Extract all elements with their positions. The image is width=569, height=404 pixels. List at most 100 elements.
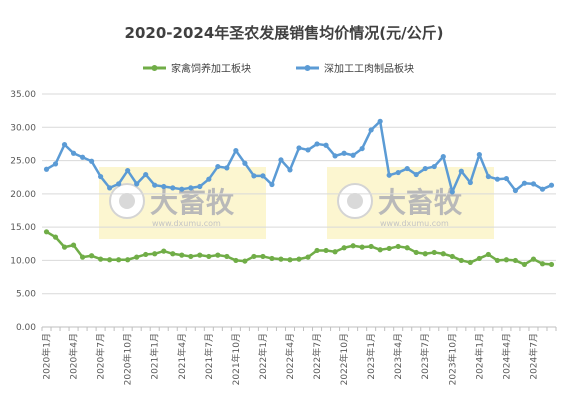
data-point (170, 251, 176, 257)
x-tick-label: 2023年1月 (365, 333, 377, 380)
data-point (251, 253, 257, 260)
chart-title: 2020-2024年圣农发展销售均价情况(元/公斤) (125, 24, 444, 42)
data-point (548, 261, 555, 268)
data-point (197, 252, 203, 258)
x-tick-label: 2021年4月 (176, 333, 188, 380)
x-tick-label: 2020年10月 (122, 333, 134, 385)
data-point (125, 257, 131, 263)
data-point (350, 243, 356, 249)
data-point (512, 187, 519, 194)
data-point (386, 172, 392, 178)
data-point (79, 154, 86, 160)
data-point (251, 173, 257, 179)
y-tick-label: 30.00 (10, 123, 36, 133)
data-point (143, 251, 149, 258)
watermark-logo-inner-icon (347, 193, 363, 209)
data-point (143, 171, 149, 178)
data-point (188, 185, 194, 191)
data-point (125, 167, 131, 174)
legend-label-processed: 深加工工肉制品板块 (324, 62, 414, 75)
data-point (116, 257, 122, 263)
data-point (323, 247, 329, 254)
data-point (503, 175, 509, 182)
data-point (269, 255, 275, 262)
data-point (242, 258, 248, 264)
series-poultry (43, 229, 555, 268)
data-point (296, 145, 302, 151)
data-point (485, 173, 491, 180)
data-point (152, 251, 158, 257)
data-point (422, 165, 428, 172)
data-point (359, 244, 365, 250)
data-point (314, 247, 320, 254)
x-tick-label: 2023年4月 (392, 333, 404, 380)
data-point (43, 229, 50, 235)
data-point (52, 234, 59, 240)
y-tick-label: 15.00 (10, 223, 36, 233)
data-point (530, 256, 537, 262)
watermark-right: 大畜牧 www.dxumu.com (327, 167, 494, 239)
y-tick-label: 20.00 (10, 190, 36, 200)
data-point (305, 147, 311, 153)
x-tick-label: 2023年10月 (446, 333, 458, 385)
data-point (467, 259, 473, 266)
data-point (458, 257, 464, 264)
x-tick-label: 2021年10月 (230, 333, 242, 385)
data-point (548, 182, 555, 188)
data-point (134, 181, 140, 187)
watermark-brand: 大畜牧 (150, 186, 235, 219)
data-point (350, 152, 356, 158)
data-point (539, 186, 546, 192)
y-tick-label: 10.00 (10, 256, 36, 266)
data-point (260, 253, 266, 260)
data-point (70, 150, 77, 156)
data-point (359, 145, 365, 152)
data-point (98, 256, 104, 262)
data-point (170, 185, 176, 191)
data-point (476, 151, 482, 158)
data-point (107, 185, 113, 191)
data-point (395, 243, 401, 250)
x-tick-label: 2022年1月 (257, 333, 269, 380)
x-tick-label: 2020年7月 (95, 333, 107, 380)
data-point (197, 183, 203, 190)
data-point (134, 254, 140, 260)
data-point (467, 179, 473, 186)
data-point (386, 245, 392, 252)
data-point (43, 166, 50, 172)
x-tick-label: 2023年7月 (419, 333, 431, 380)
data-point (242, 160, 248, 166)
x-tick-label: 2022年7月 (311, 333, 323, 380)
data-point (485, 251, 491, 258)
data-point (476, 255, 482, 262)
legend-marker-poultry (151, 65, 158, 71)
data-point (260, 173, 266, 179)
data-point (52, 161, 59, 167)
x-tick-label: 2020年1月 (41, 333, 53, 380)
y-tick-label: 0.00 (16, 323, 36, 333)
data-point (61, 141, 68, 148)
data-point (287, 167, 293, 173)
watermark-url: www.dxumu.com (380, 219, 449, 228)
y-axis-ticks: 0.00 5.00 10.00 15.00 20.00 25.00 30.00 35.00 (10, 90, 36, 333)
data-point (89, 158, 95, 164)
watermark-logo-inner-icon (119, 193, 135, 209)
data-point (152, 182, 158, 188)
data-point (323, 142, 329, 148)
data-point (404, 165, 410, 172)
data-point (449, 189, 455, 195)
data-point (269, 181, 275, 188)
data-point (521, 261, 528, 268)
data-point (512, 257, 519, 264)
data-point (539, 261, 546, 267)
x-tick-label: 2020年4月 (68, 333, 80, 380)
watermark-brand: 大畜牧 (378, 186, 463, 219)
x-tick-label: 2021年1月 (149, 333, 161, 380)
series-processed-meat (43, 118, 555, 195)
x-tick-label: 2024年4月 (500, 333, 512, 380)
data-point (278, 157, 284, 163)
data-point (449, 253, 455, 260)
y-tick-label: 5.00 (16, 290, 36, 300)
data-point (521, 180, 528, 186)
data-point (70, 242, 77, 248)
